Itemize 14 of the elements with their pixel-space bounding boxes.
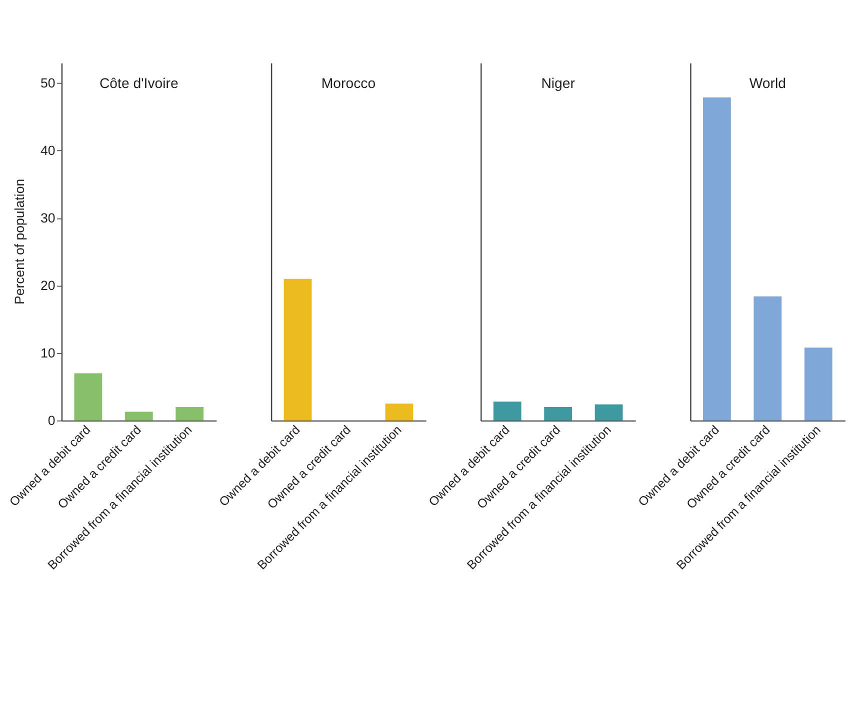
y-axis-title: Percent of population — [12, 178, 28, 305]
y-tick-label: 10 — [40, 346, 56, 361]
text: Morocco — [321, 74, 376, 91]
bar — [124, 412, 153, 421]
y-tick-label: 40 — [40, 143, 56, 158]
y-tick-label: 50 — [40, 76, 56, 91]
text: World — [749, 74, 786, 91]
text: Niger — [541, 74, 576, 91]
bar — [176, 407, 204, 421]
y-tick-label: 30 — [40, 210, 56, 226]
text: Côte d'Ivoire — [99, 74, 178, 91]
y-tick-label: 0 — [48, 413, 56, 428]
bar — [74, 373, 102, 421]
y-tick-label: 20 — [40, 278, 56, 294]
